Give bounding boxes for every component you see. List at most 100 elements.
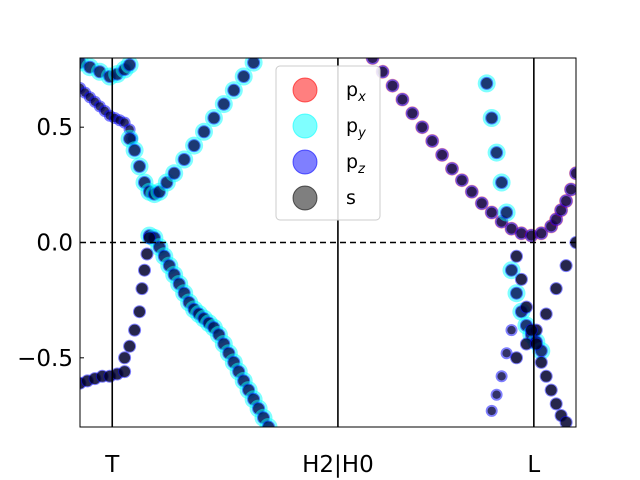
y-tick-label: −0.5 xyxy=(17,346,73,372)
band-point xyxy=(502,349,511,358)
band-band-pz-big-arc xyxy=(365,58,576,243)
band-point xyxy=(124,340,136,352)
band-point xyxy=(136,283,148,295)
band-point xyxy=(143,232,155,244)
legend-entry: px xyxy=(292,77,366,105)
band-point xyxy=(560,260,572,272)
y-tick-label: 0.0 xyxy=(36,231,73,257)
band-point xyxy=(387,80,398,91)
band-point xyxy=(141,248,153,260)
band-point xyxy=(550,398,562,410)
band-point xyxy=(263,421,274,427)
legend-entry: py xyxy=(292,113,366,141)
band-point xyxy=(551,214,562,225)
band-point xyxy=(540,370,552,382)
band-point xyxy=(561,196,572,206)
band-point xyxy=(556,205,567,216)
band-point xyxy=(492,390,501,399)
y-tick-label: 0.5 xyxy=(36,115,73,141)
band-point xyxy=(487,406,496,416)
legend-label: s xyxy=(346,187,356,209)
band-point xyxy=(520,338,532,350)
band-point xyxy=(238,71,250,82)
legend-label: pz xyxy=(346,151,366,177)
band-point xyxy=(481,77,493,89)
band-point xyxy=(550,283,562,295)
band-point xyxy=(507,325,516,335)
band-point xyxy=(496,177,508,188)
band-point xyxy=(525,324,537,336)
band-point xyxy=(198,126,210,138)
band-point xyxy=(536,228,547,239)
band-point xyxy=(515,273,527,285)
band-point xyxy=(124,133,136,145)
band-point xyxy=(367,58,378,63)
band-point xyxy=(486,112,498,124)
band-point xyxy=(511,250,522,262)
band-point xyxy=(566,184,576,195)
band-point xyxy=(228,84,240,96)
legend-marker xyxy=(292,113,318,139)
band-point xyxy=(248,58,260,69)
band-point xyxy=(427,136,438,146)
legend-marker xyxy=(292,185,318,211)
band-point xyxy=(178,154,190,165)
band-point xyxy=(437,149,448,160)
band-point xyxy=(486,207,497,218)
band-point xyxy=(506,223,517,234)
legend-label: py xyxy=(346,115,366,141)
band-band-py-descending xyxy=(140,226,278,427)
band-point xyxy=(208,112,220,124)
band-point xyxy=(129,144,141,156)
band-point xyxy=(535,356,547,368)
legend-box xyxy=(275,65,381,221)
legend: px py pz s xyxy=(275,65,381,221)
legend-marker xyxy=(292,149,318,175)
band-point xyxy=(520,301,532,313)
band-point xyxy=(417,122,428,133)
band-point xyxy=(134,306,145,318)
band-point xyxy=(516,228,527,239)
band-point xyxy=(491,147,503,159)
band-band-s-left-rise xyxy=(118,231,156,365)
legend-entry: pz xyxy=(292,149,366,177)
y-axis: 0.5 0.0 −0.5 xyxy=(17,115,84,372)
band-point xyxy=(511,352,522,364)
band-point xyxy=(540,308,552,320)
band-point xyxy=(119,352,131,364)
band-point xyxy=(560,416,572,427)
band-point xyxy=(407,108,418,119)
x-tick-label: T xyxy=(104,452,120,478)
band-point xyxy=(571,168,576,179)
band-point xyxy=(447,163,457,174)
reference-lines xyxy=(80,58,576,427)
band-point xyxy=(506,264,517,276)
band-point xyxy=(511,287,522,299)
band-point xyxy=(134,160,145,172)
x-tick-label: H2|H0 xyxy=(302,452,374,478)
band-point xyxy=(530,338,542,350)
band-band-pz-L-lower xyxy=(485,324,518,417)
band-marks xyxy=(80,58,576,427)
x-tick-label: L xyxy=(527,452,540,478)
band-point xyxy=(466,186,477,197)
band-point xyxy=(218,98,230,110)
band-band-valley-upper xyxy=(120,58,263,204)
band-point xyxy=(129,324,141,336)
legend-entry: s xyxy=(292,185,356,211)
x-axis: T H2|H0 L xyxy=(104,452,540,478)
band-point xyxy=(397,94,408,105)
legend-label: px xyxy=(346,79,366,105)
band-point xyxy=(497,372,506,381)
band-point xyxy=(139,264,150,276)
band-point xyxy=(188,140,200,152)
band-point xyxy=(168,167,180,179)
band-point xyxy=(456,175,467,186)
band-point xyxy=(476,198,487,209)
legend-marker xyxy=(292,77,318,103)
band-point xyxy=(124,59,136,71)
band-band-s-L-down xyxy=(510,249,573,427)
band-point xyxy=(501,207,513,218)
band-point xyxy=(545,384,557,396)
